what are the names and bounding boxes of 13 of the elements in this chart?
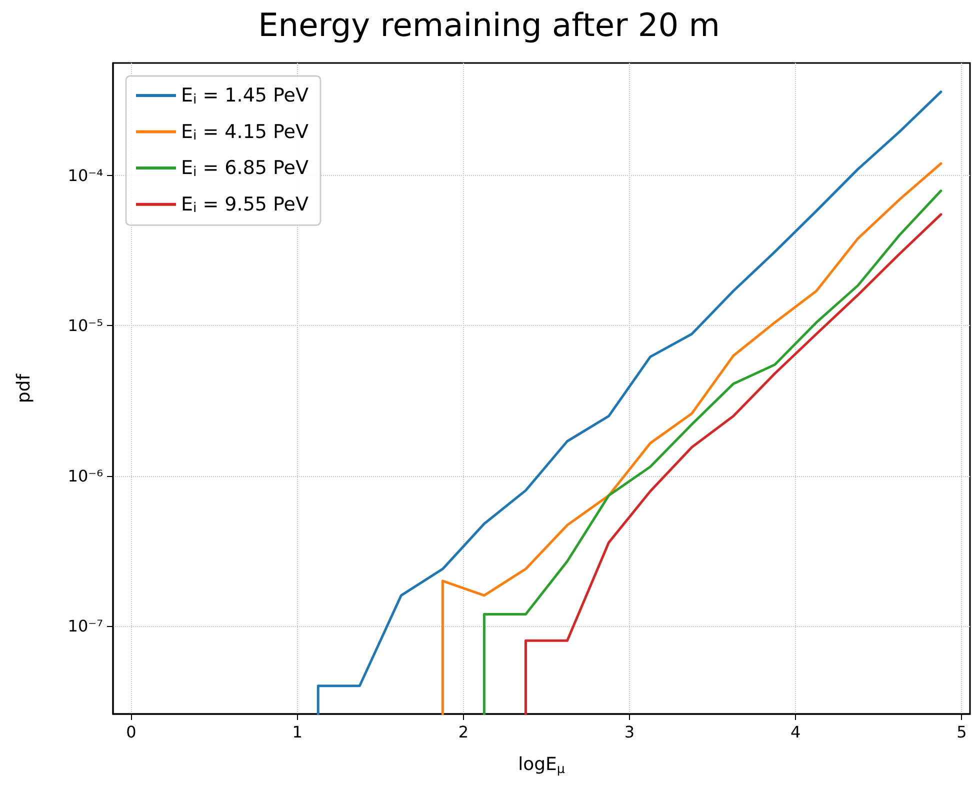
y-tick-label: 10⁻⁶ bbox=[68, 466, 103, 486]
x-tick-label: 3 bbox=[624, 722, 635, 742]
x-tick-label: 0 bbox=[126, 722, 136, 742]
x-tick-label: 1 bbox=[292, 722, 302, 742]
y-tick-label: 10⁻⁷ bbox=[68, 616, 103, 636]
x-tick-label: 4 bbox=[790, 722, 801, 742]
y-tick-label: 10⁻⁵ bbox=[68, 316, 103, 336]
y-tick-label: 10⁻⁴ bbox=[68, 166, 103, 185]
y-axis-title: pdf bbox=[14, 373, 34, 404]
line-series bbox=[316, 90, 942, 716]
x-tick-label: 2 bbox=[458, 722, 469, 742]
x-tick-label: 5 bbox=[956, 722, 967, 742]
chart-title: Energy remaining after 20 m bbox=[258, 6, 720, 44]
